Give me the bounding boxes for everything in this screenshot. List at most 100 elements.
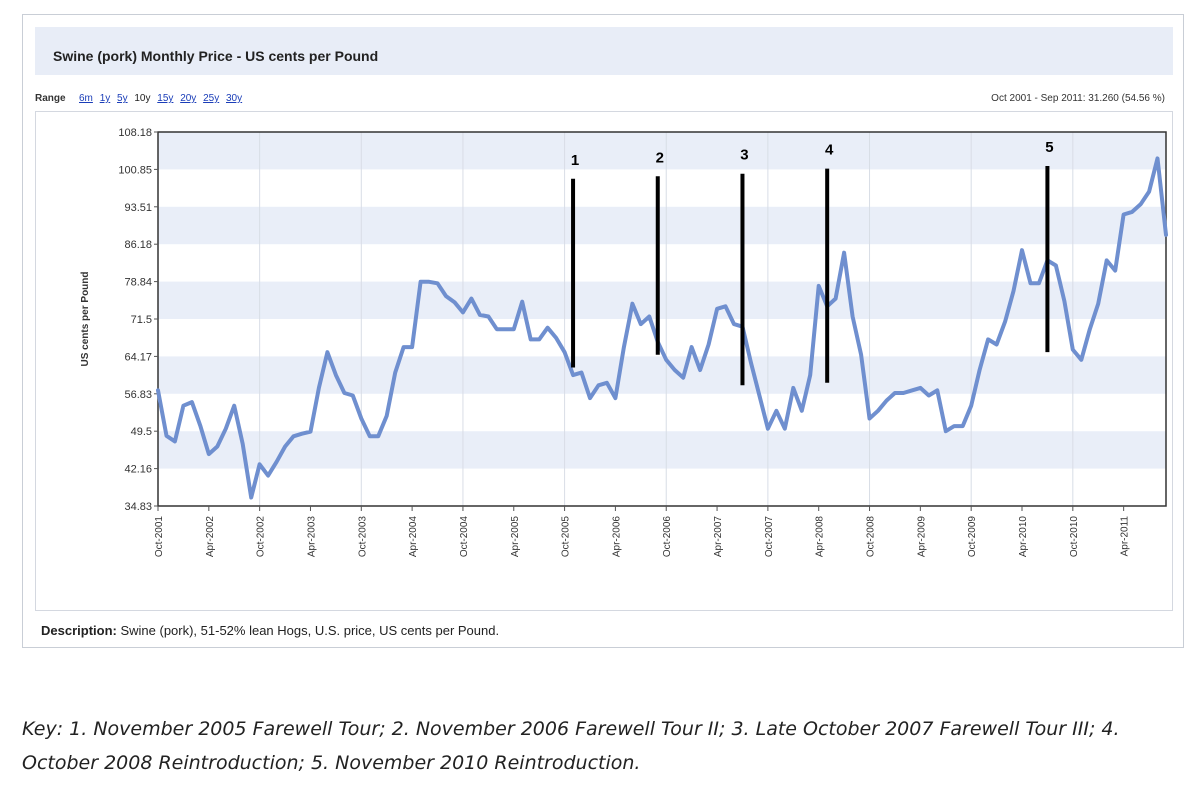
data-point [1147,190,1151,194]
range-option-6m[interactable]: 6m [79,93,93,104]
y-tick-label: 34.83 [124,501,152,513]
plot-band [158,431,1166,469]
data-point [935,388,939,392]
data-point [249,496,253,500]
x-tick-label: Apr-2008 [815,516,826,558]
data-point [918,386,922,390]
data-point [165,434,169,438]
data-point [800,409,804,413]
data-point [580,371,584,375]
range-option-5y[interactable]: 5y [117,93,128,104]
data-point [605,381,609,385]
data-point [885,399,889,403]
range-options: 6m 1y 5y 10y 15y 20y 25y 30y [79,93,246,104]
data-point [520,300,524,304]
data-point [927,394,931,398]
data-point [1096,302,1100,306]
data-point [190,400,194,404]
x-tick-label: Oct-2007 [764,516,775,558]
x-tick-label: Apr-2004 [408,516,419,558]
range-option-30y[interactable]: 30y [226,93,243,104]
x-tick-label: Apr-2005 [510,516,521,558]
y-tick-label: 86.18 [124,239,152,251]
data-point [613,396,617,400]
data-point [563,350,567,354]
data-point [410,345,414,349]
data-point [1139,202,1143,206]
data-point [537,337,541,341]
data-point [707,343,711,347]
data-point [224,427,228,431]
range-summary: Oct 2001 - Sep 2011: 31.260 (54.56 %) [991,93,1165,104]
vertical-gridlines [259,132,1074,506]
y-tick-label: 93.51 [124,202,152,214]
range-option-20y[interactable]: 20y [180,93,197,104]
range-selector: Range 6m 1y 5y 10y 15y 20y 25y 30y Oct 2… [35,93,1173,111]
x-tick-label: Apr-2003 [306,516,317,558]
chart-panel: Swine (pork) Monthly Price - US cents pe… [22,14,1184,648]
data-point [698,368,702,372]
data-point [1156,156,1160,160]
data-point [978,368,982,372]
data-point [766,427,770,431]
event-marker-label: 2 [656,149,664,166]
data-point [791,386,795,390]
data-point [402,345,406,349]
data-point [325,350,329,354]
x-tick-label: Apr-2007 [713,516,724,558]
x-tick-label: Oct-2005 [561,516,572,558]
data-point [868,417,872,421]
event-marker-label: 3 [740,147,748,164]
data-point [529,337,533,341]
data-point [232,404,236,408]
chart-area: 108.18 100.85 93.51 86.18 78.84 71.5 64.17 56.8… [35,111,1173,611]
description: Description: Swine (pork), 51-52% lean H… [41,623,499,638]
data-point [207,452,211,456]
data-point [901,391,905,395]
data-point [486,315,490,319]
data-point [1122,213,1126,217]
y-tick-label: 71.5 [131,314,152,326]
chart-title-bar: Swine (pork) Monthly Price - US cents pe… [35,27,1173,75]
range-option-25y[interactable]: 25y [203,93,220,104]
y-tick-label: 56.83 [124,389,152,401]
y-tick-label: 42.16 [124,464,152,476]
data-point [300,432,304,436]
data-point [673,368,677,372]
data-point [385,414,389,418]
data-point [495,327,499,331]
x-tick-label: Apr-2006 [611,516,622,558]
event-markers: 1 2 3 4 5 [571,139,1054,386]
range-option-1y[interactable]: 1y [99,93,111,104]
data-point [783,427,787,431]
data-point [419,280,423,284]
data-point [215,445,219,449]
data-point [436,281,440,285]
y-axis-label: US cents per Pound [80,271,91,366]
data-point [1003,320,1007,324]
x-tick-label: Apr-2009 [916,516,927,558]
data-point [554,336,558,340]
y-tick-label: 64.17 [124,351,152,363]
data-point [444,294,448,298]
y-tick-label: 100.85 [118,164,152,176]
x-tick-label: Apr-2011 [1120,516,1131,557]
data-point [622,345,626,349]
data-point [1062,299,1066,303]
plot-bands [158,132,1166,469]
data-point [724,304,728,308]
data-point [317,386,321,390]
data-point [774,409,778,413]
data-point [1012,289,1016,293]
x-tick-label: Oct-2001 [154,516,165,558]
range-option-15y[interactable]: 15y [157,93,174,104]
x-tick-label: Apr-2002 [205,516,216,558]
data-point [995,343,999,347]
data-point [461,310,465,314]
y-tick-label: 49.5 [131,426,152,438]
data-point [283,445,287,449]
x-tick-label: Oct-2006 [662,516,673,558]
data-point [817,284,821,288]
data-point [1164,233,1168,237]
data-point [478,313,482,317]
